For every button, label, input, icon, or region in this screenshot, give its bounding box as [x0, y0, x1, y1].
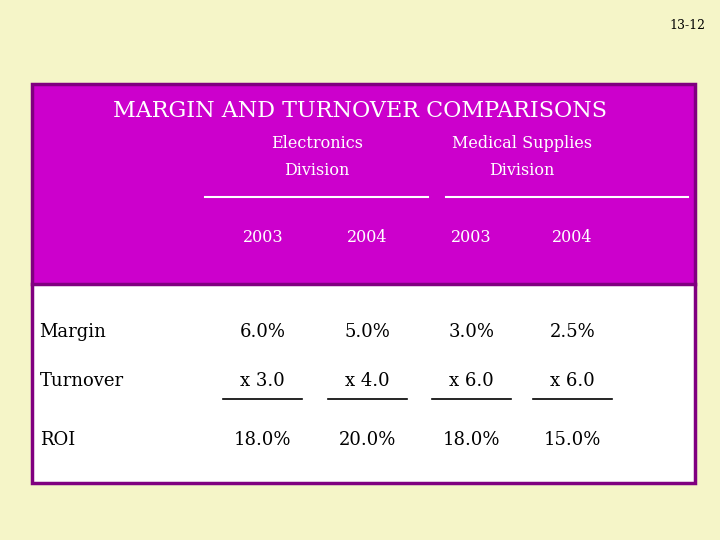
Text: MARGIN AND TURNOVER COMPARISONS: MARGIN AND TURNOVER COMPARISONS: [113, 100, 607, 122]
Text: ROI: ROI: [40, 431, 75, 449]
Text: Turnover: Turnover: [40, 372, 124, 390]
Text: x 6.0: x 6.0: [550, 372, 595, 390]
Text: 2.5%: 2.5%: [549, 323, 595, 341]
Text: Division: Division: [284, 161, 349, 179]
Text: 20.0%: 20.0%: [338, 431, 396, 449]
Text: Division: Division: [490, 161, 554, 179]
Text: 15.0%: 15.0%: [544, 431, 601, 449]
Text: 18.0%: 18.0%: [234, 431, 292, 449]
Text: 18.0%: 18.0%: [443, 431, 500, 449]
Text: 2003: 2003: [451, 229, 492, 246]
Text: 2004: 2004: [552, 229, 593, 246]
Text: Medical Supplies: Medical Supplies: [452, 134, 592, 152]
Text: x 6.0: x 6.0: [449, 372, 494, 390]
Text: 6.0%: 6.0%: [240, 323, 286, 341]
Text: x 4.0: x 4.0: [345, 372, 390, 390]
FancyBboxPatch shape: [32, 84, 695, 284]
Text: 5.0%: 5.0%: [344, 323, 390, 341]
Text: 13-12: 13-12: [670, 19, 706, 32]
Text: x 3.0: x 3.0: [240, 372, 285, 390]
Text: 2004: 2004: [347, 229, 387, 246]
Text: 2003: 2003: [243, 229, 283, 246]
Text: Electronics: Electronics: [271, 134, 363, 152]
Text: 3.0%: 3.0%: [449, 323, 495, 341]
Text: Margin: Margin: [40, 323, 107, 341]
FancyBboxPatch shape: [32, 284, 695, 483]
